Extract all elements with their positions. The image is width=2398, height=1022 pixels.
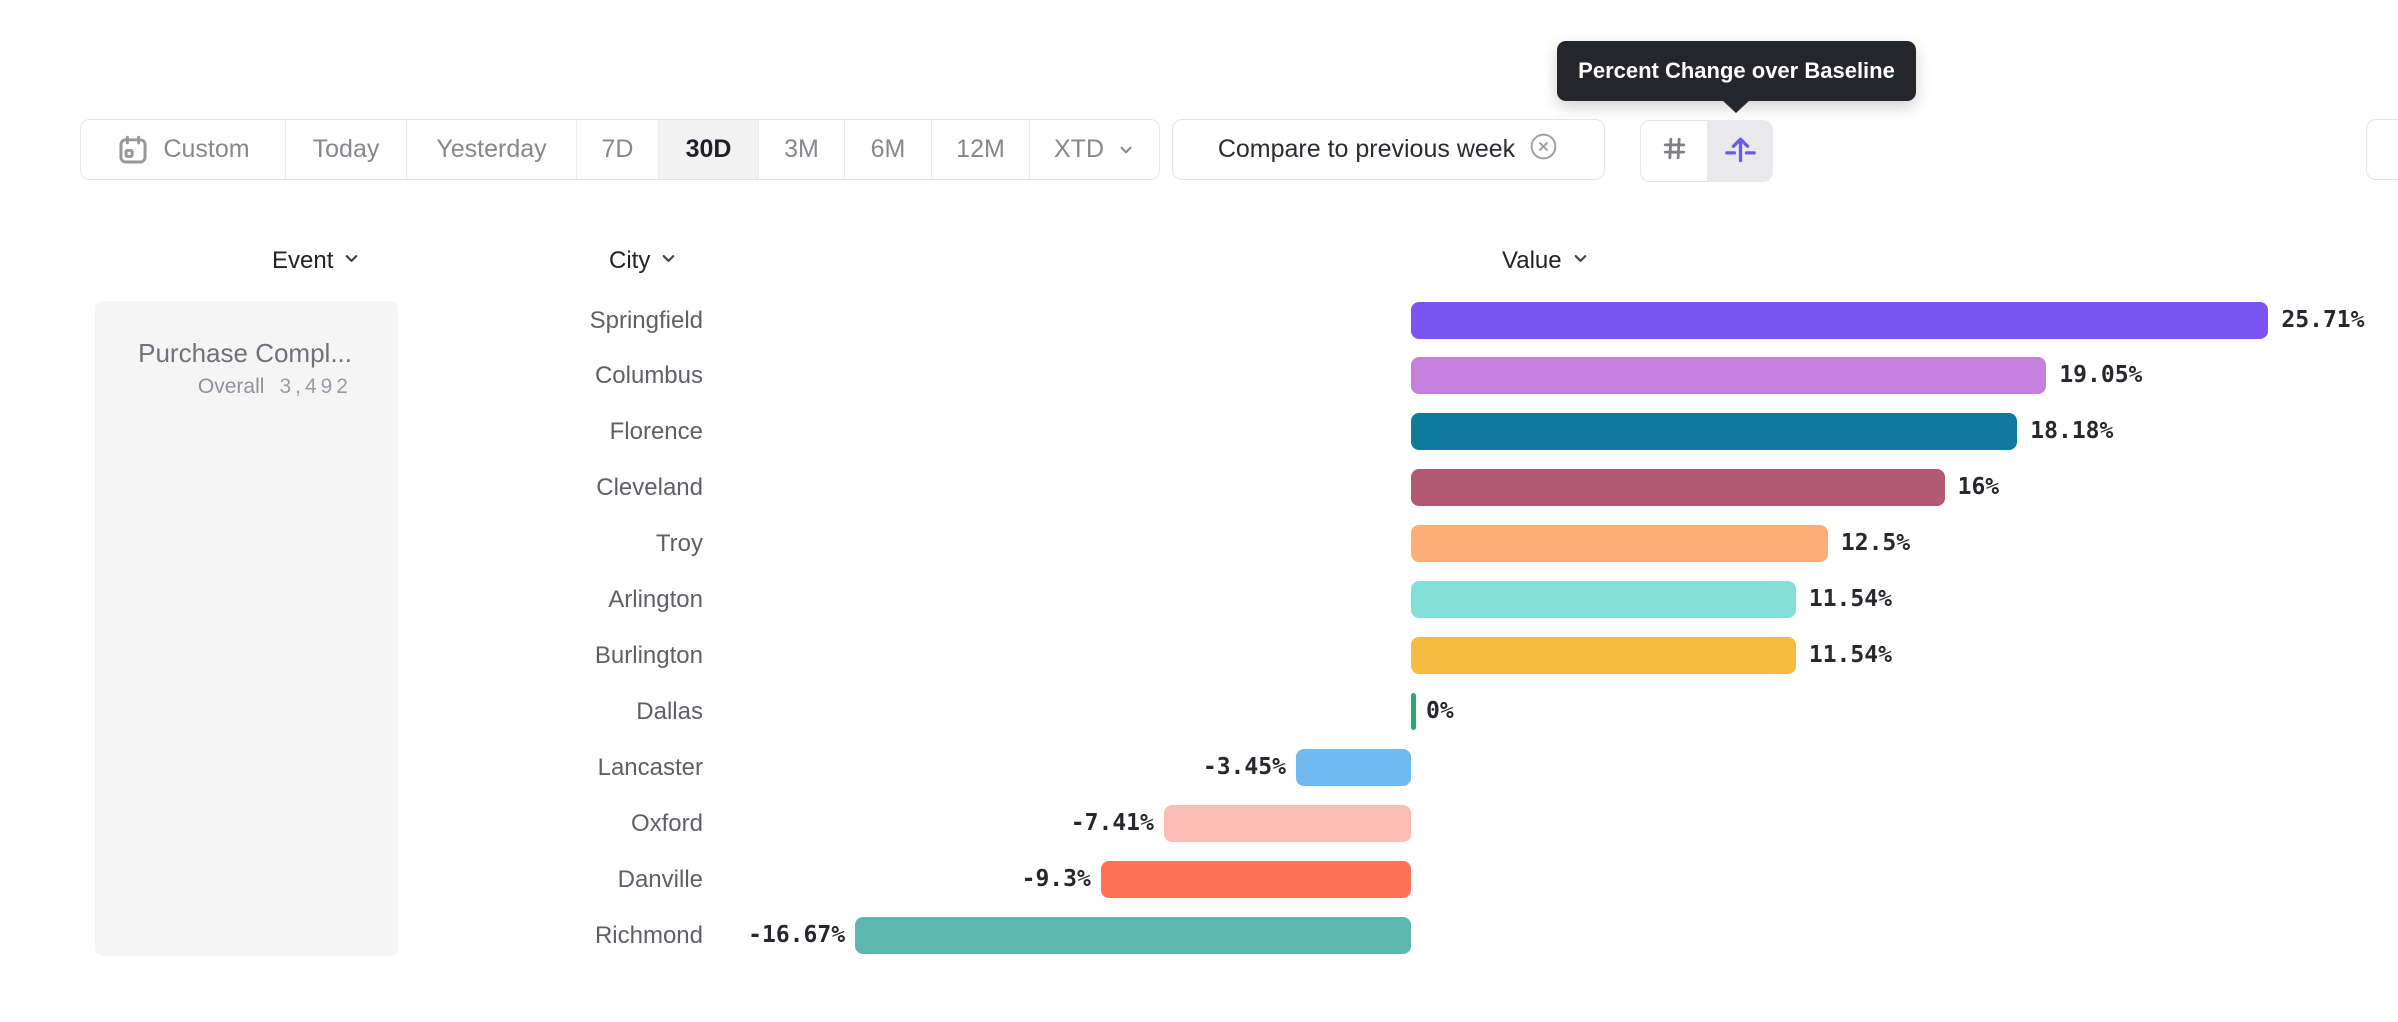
date-range-label: 3M	[784, 135, 819, 163]
date-range-yesterday[interactable]: Yesterday	[406, 120, 576, 179]
column-header-value[interactable]: Value	[1502, 246, 1590, 276]
bar-cleveland[interactable]	[1411, 469, 1945, 507]
event-overall: Overall 3,492	[198, 375, 352, 399]
value-label: 11.54%	[1808, 642, 1892, 669]
date-range-label: Custom	[163, 135, 250, 163]
bar-oxford[interactable]	[1163, 805, 1411, 843]
date-range-label: 12M	[956, 135, 1005, 163]
value-label: 18.18%	[2030, 418, 2114, 445]
value-label: -3.45%	[1202, 754, 1286, 781]
column-header-city[interactable]: City	[609, 246, 678, 276]
city-label: Burlington	[594, 642, 703, 670]
city-label: Lancaster	[597, 754, 703, 782]
baseline-arrow-icon	[1723, 131, 1758, 171]
overall-value: 3,492	[279, 375, 352, 398]
date-range-30d[interactable]: 30D	[658, 120, 758, 179]
bar-columbus[interactable]	[1411, 357, 2047, 395]
city-label: Florence	[609, 418, 703, 446]
value-label: 0%	[1426, 698, 1454, 725]
bar-burlington[interactable]	[1411, 637, 1796, 675]
date-range-custom[interactable]: Custom	[81, 120, 285, 179]
chevron-down-icon	[342, 247, 361, 275]
column-header-city-label: City	[609, 247, 651, 274]
close-circle-icon[interactable]	[1528, 131, 1559, 169]
city-label: Columbus	[594, 362, 703, 390]
percent-change-baseline-toggle[interactable]	[1707, 120, 1773, 182]
compare-to-previous-week-pill[interactable]: Compare to previous week	[1172, 119, 1605, 180]
bar-richmond[interactable]	[855, 916, 1411, 954]
date-range-label: 30D	[685, 135, 732, 163]
value-label: 19.05%	[2059, 362, 2143, 389]
overall-label: Overall	[197, 375, 265, 398]
bar-lancaster[interactable]	[1295, 749, 1411, 787]
date-range-label: Today	[312, 135, 380, 163]
date-range-6m[interactable]: 6M	[844, 120, 931, 179]
bar-troy[interactable]	[1411, 525, 1828, 563]
value-label: -9.3%	[1021, 866, 1091, 892]
city-label: Danville	[617, 866, 703, 893]
value-label: -7.41%	[1070, 810, 1154, 837]
date-range-7d[interactable]: 7D	[576, 120, 658, 179]
city-label: Cleveland	[596, 474, 703, 502]
column-header-event[interactable]: Event	[272, 246, 361, 276]
chart-value-mode-toggle	[1640, 120, 1773, 182]
event-panel[interactable]: Purchase Compl... Overall 3,492	[95, 301, 398, 956]
hash-icon	[1658, 132, 1691, 170]
value-label: 16%	[1957, 474, 2000, 501]
partial-button-right-edge[interactable]	[2366, 119, 2398, 180]
column-header-event-label: Event	[272, 247, 334, 274]
bar-florence[interactable]	[1411, 413, 2018, 451]
value-label: 12.5%	[1840, 530, 1911, 557]
bar-dallas[interactable]	[1411, 693, 1416, 731]
date-range-12m[interactable]: 12M	[931, 120, 1029, 179]
tooltip: Percent Change over Baseline	[1557, 41, 1916, 101]
date-range-label: XTD	[1054, 135, 1104, 163]
city-label: Dallas	[636, 698, 703, 726]
tooltip-pointer	[1722, 100, 1750, 113]
calendar-icon	[116, 133, 150, 167]
city-label: Richmond	[594, 921, 703, 949]
event-name: Purchase Compl...	[138, 338, 352, 368]
city-label: Springfield	[589, 306, 703, 334]
chevron-down-icon	[659, 247, 678, 275]
date-range-today[interactable]: Today	[285, 120, 406, 179]
city-label: Troy	[655, 530, 703, 558]
bar-danville[interactable]	[1100, 861, 1411, 898]
date-range-control: Custom Today Yesterday 7D 30D 3M 6M 12M XTD	[80, 119, 1160, 180]
value-label: -16.67%	[748, 921, 846, 948]
date-range-3m[interactable]: 3M	[758, 120, 844, 179]
absolute-numbers-toggle[interactable]	[1640, 120, 1707, 182]
bar-springfield[interactable]	[1411, 301, 2269, 339]
value-label: 11.54%	[1808, 586, 1892, 613]
date-range-label: 7D	[601, 135, 634, 163]
date-range-label: Yesterday	[436, 135, 547, 163]
city-label: Arlington	[608, 586, 703, 614]
city-label: Oxford	[630, 810, 703, 838]
date-range-xtd[interactable]: XTD	[1029, 120, 1159, 179]
bar-arlington[interactable]	[1411, 581, 1796, 619]
date-range-label: 6M	[870, 135, 906, 163]
chevron-down-icon	[1117, 141, 1135, 159]
chevron-down-icon	[1571, 247, 1590, 275]
compare-label: Compare to previous week	[1217, 135, 1516, 163]
value-label: 25.71%	[2281, 306, 2365, 333]
tooltip-text: Percent Change over Baseline	[1578, 58, 1895, 83]
column-header-value-label: Value	[1502, 247, 1562, 274]
